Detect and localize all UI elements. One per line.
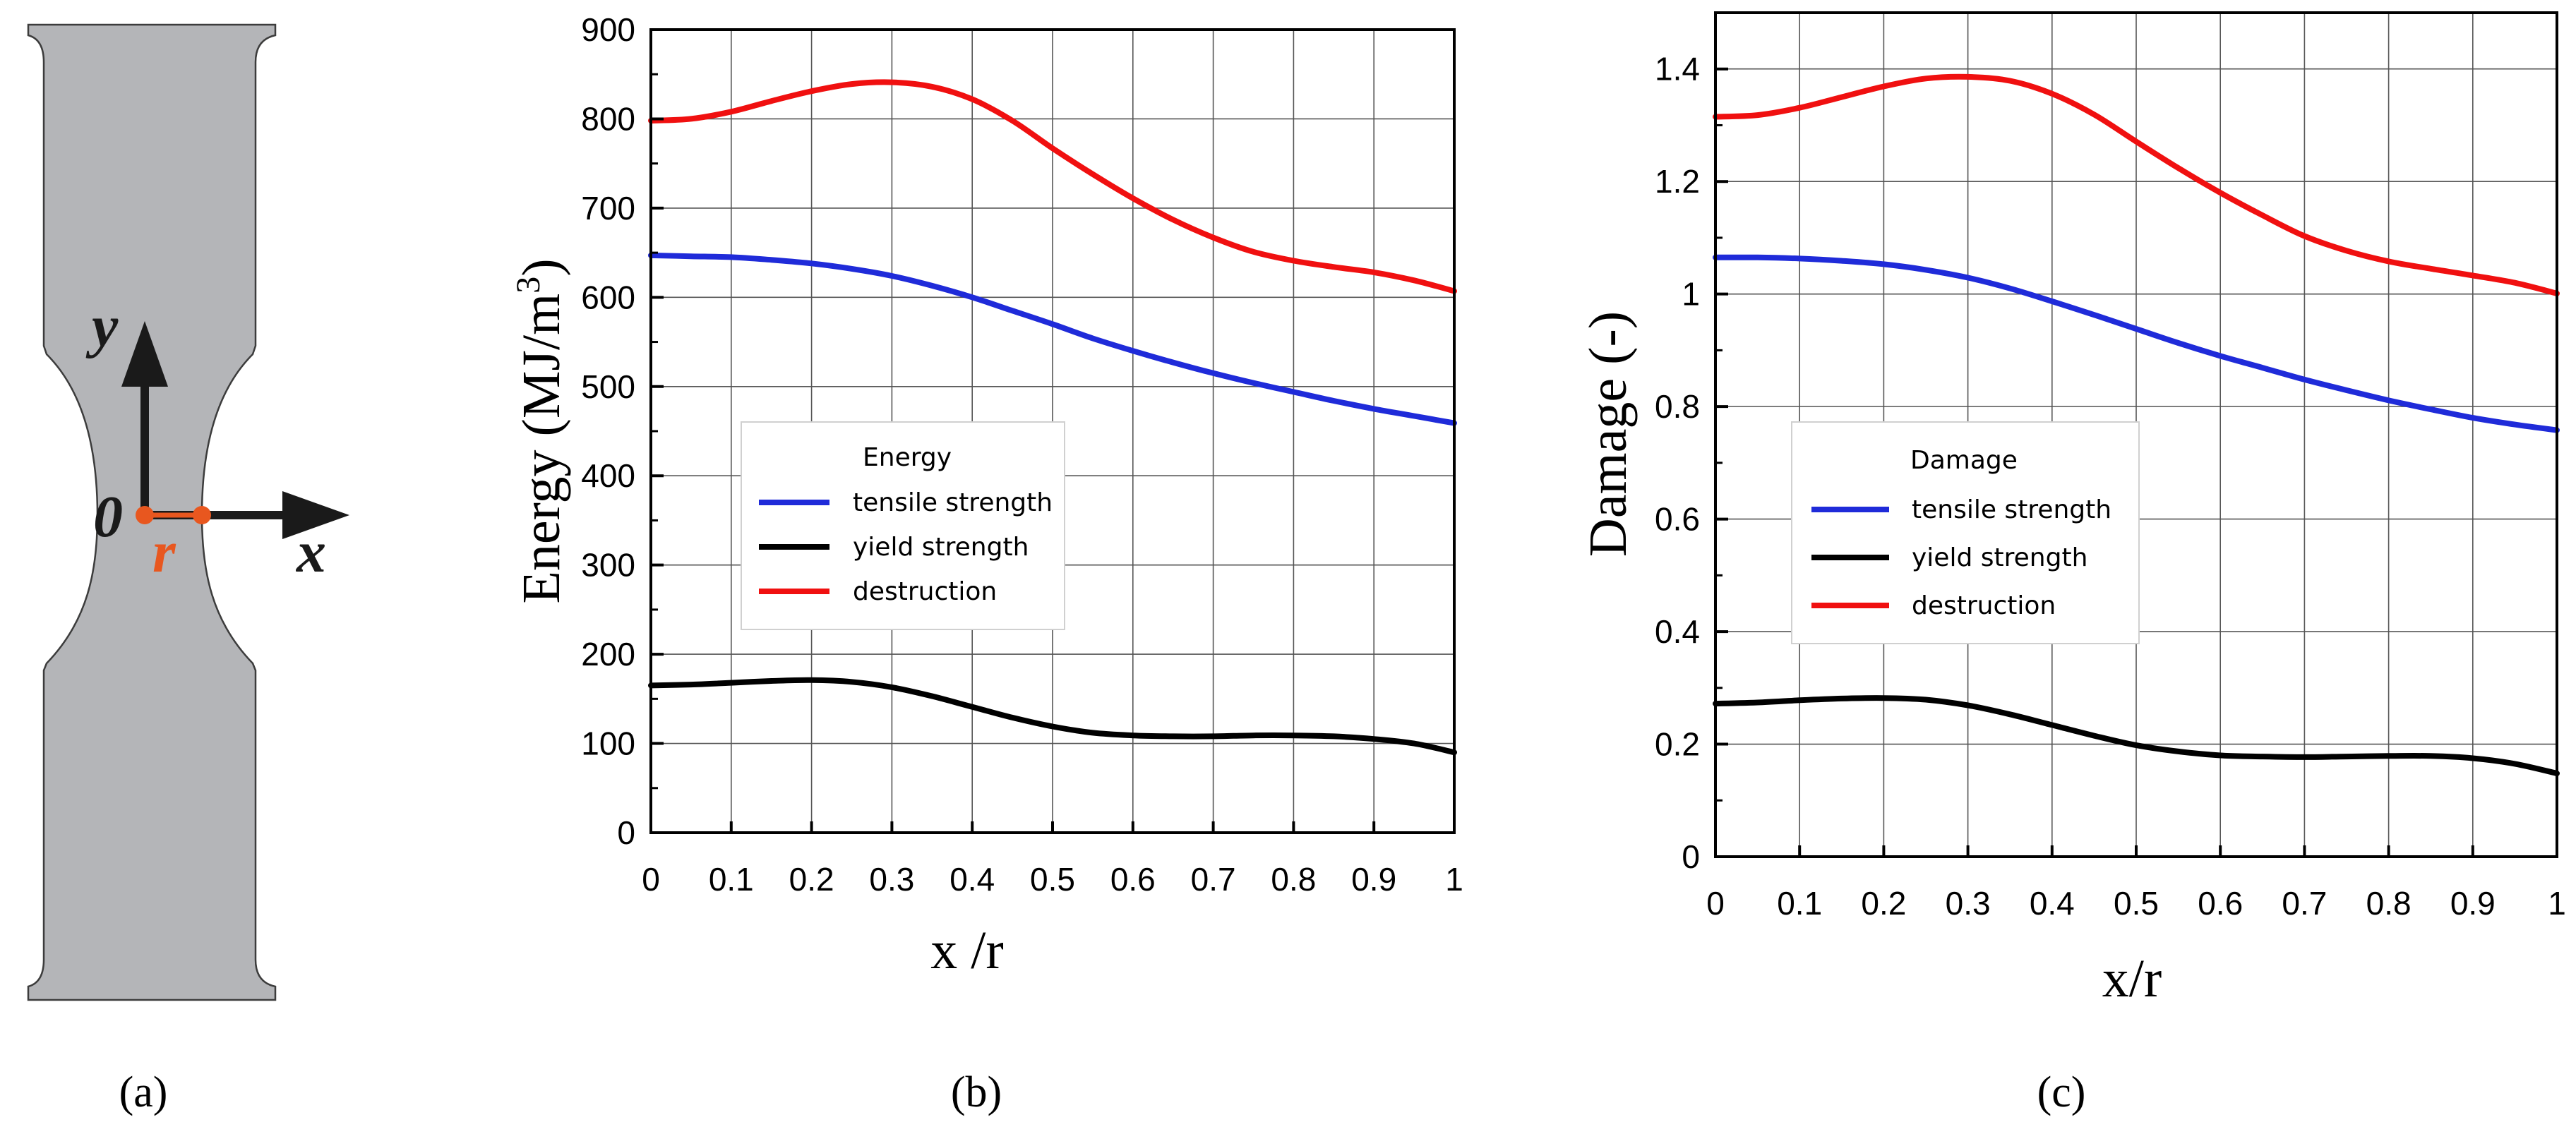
energy-y-tick-label: 600 <box>581 279 635 315</box>
damage-legend-label-tensile: tensile strength <box>1912 495 2111 524</box>
energy-x-tick-label: 0.1 <box>709 861 754 898</box>
energy-y-axis-title-end: ) <box>512 258 571 276</box>
energy-chart: 0 0.1 0.2 0.3 0.4 0.5 0.6 0.7 0.8 0.9 1 0 100 200 300… <box>510 11 1463 980</box>
damage-x-tick-label: 0.2 <box>1861 885 1906 922</box>
damage-x-tick-label: 0.6 <box>2198 885 2243 922</box>
energy-chart-series <box>648 79 1457 756</box>
panel-label-b: (b) <box>951 1068 1002 1116</box>
damage-y-tick-label: 1.4 <box>1655 51 1700 88</box>
damage-series-line-yield <box>1713 695 2560 776</box>
damage-legend: Damage tensile strength yield strength d… <box>1791 421 2140 644</box>
x-axis-arrow-head <box>282 491 349 539</box>
energy-x-tick-label: 0.3 <box>869 861 914 898</box>
damage-y-tick-label: 0.6 <box>1655 501 1700 538</box>
origin-label: 0 <box>93 484 123 550</box>
energy-y-axis-title-main: Energy (MJ/m <box>512 294 571 604</box>
energy-y-tick-label: 400 <box>581 457 635 494</box>
damage-y-tick-label: 0 <box>1682 838 1700 875</box>
damage-x-tick-label: 1 <box>2548 885 2566 922</box>
energy-x-tick-label: 0.2 <box>789 861 834 898</box>
energy-y-tick-labels: 0 100 200 300 400 500 600 700 800 900 <box>581 11 635 851</box>
energy-legend-title: Energy <box>863 443 952 472</box>
damage-y-axis-title: Damage (-) <box>1578 311 1638 557</box>
damage-x-tick-label: 0.8 <box>2366 885 2412 922</box>
panel-label-a: (a) <box>119 1068 168 1116</box>
damage-legend-label-destruction: destruction <box>1912 591 2056 620</box>
damage-y-tick-label: 0.2 <box>1655 726 1700 763</box>
damage-x-axis-title: x/r <box>2102 949 2162 1008</box>
damage-series-line-tensile <box>1713 254 2560 433</box>
energy-legend-label-tensile: tensile strength <box>853 488 1053 517</box>
energy-x-tick-label: 0 <box>642 861 660 898</box>
energy-chart-ticks <box>649 28 1456 834</box>
damage-legend-box <box>1791 421 2140 644</box>
energy-y-tick-label: 200 <box>581 636 635 672</box>
damage-x-tick-label: 0.9 <box>2450 885 2496 922</box>
energy-x-tick-label: 1 <box>1445 861 1463 898</box>
origin-point <box>136 506 154 524</box>
damage-chart: 0 0.1 0.2 0.3 0.4 0.5 0.6 0.7 0.8 0.9 1 0 0.2 0.4 0.6… <box>1578 11 2566 1008</box>
damage-legend-title: Damage <box>1910 446 2018 475</box>
damage-y-tick-label: 1 <box>1682 276 1700 313</box>
damage-x-tick-label: 0.4 <box>2030 885 2075 922</box>
energy-y-tick-label: 500 <box>581 368 635 405</box>
energy-legend-box <box>741 421 1065 630</box>
energy-y-tick-label: 800 <box>581 100 635 137</box>
energy-series-line-destruction <box>648 79 1457 294</box>
energy-x-tick-label: 0.4 <box>949 861 995 898</box>
damage-x-tick-label: 0.7 <box>2282 885 2327 922</box>
damage-y-tick-label: 0.8 <box>1655 388 1700 425</box>
energy-y-tick-label: 900 <box>581 11 635 48</box>
damage-x-tick-labels: 0 0.1 0.2 0.3 0.4 0.5 0.6 0.7 0.8 0.9 1 <box>1706 885 2566 922</box>
damage-x-tick-label: 0.1 <box>1777 885 1822 922</box>
energy-y-tick-label: 0 <box>617 814 635 851</box>
damage-y-axis-title-main: Damage (-) <box>1578 311 1638 557</box>
specimen-diagram: y x 0 r <box>27 23 349 1001</box>
energy-x-tick-label: 0.6 <box>1110 861 1156 898</box>
panel-label-c: (c) <box>2037 1068 2086 1116</box>
energy-y-axis-title-sup: 3 <box>510 277 547 294</box>
damage-x-tick-label: 0.5 <box>2114 885 2159 922</box>
energy-y-axis-title: Energy (MJ/m3) <box>510 258 571 603</box>
radius-label: r <box>152 519 176 585</box>
damage-chart-ticks <box>1714 67 2558 858</box>
damage-x-tick-label: 0.3 <box>1946 885 1991 922</box>
energy-x-tick-label: 0.7 <box>1191 861 1236 898</box>
damage-chart-grid <box>1715 13 2557 857</box>
energy-series-line-tensile <box>648 252 1457 426</box>
energy-x-tick-label: 0.5 <box>1030 861 1075 898</box>
damage-y-tick-labels: 0 0.2 0.4 0.6 0.8 1 1.2 1.4 <box>1655 51 1700 875</box>
energy-legend-label-yield: yield strength <box>853 533 1029 562</box>
energy-x-axis-title: x /r <box>930 921 1003 980</box>
energy-legend-label-destruction: destruction <box>853 577 997 606</box>
y-axis-arrow-head <box>121 321 168 387</box>
damage-legend-label-yield: yield strength <box>1912 543 2087 572</box>
energy-series-line-yield <box>648 677 1457 756</box>
energy-x-tick-label: 0.8 <box>1271 861 1316 898</box>
damage-y-tick-label: 1.2 <box>1655 163 1700 200</box>
energy-x-tick-labels: 0 0.1 0.2 0.3 0.4 0.5 0.6 0.7 0.8 0.9 1 <box>642 861 1463 898</box>
energy-y-tick-label: 700 <box>581 190 635 227</box>
damage-chart-series <box>1713 73 2560 776</box>
x-axis-label: x <box>295 519 326 585</box>
energy-x-tick-label: 0.9 <box>1351 861 1396 898</box>
damage-x-tick-label: 0 <box>1706 885 1725 922</box>
energy-legend: Energy tensile strength yield strength d… <box>741 421 1065 630</box>
damage-y-tick-label: 0.4 <box>1655 613 1700 650</box>
damage-series-line-destruction <box>1713 73 2560 296</box>
energy-y-tick-label: 100 <box>581 725 635 762</box>
energy-y-tick-label: 300 <box>581 547 635 584</box>
radius-end-point <box>193 506 211 524</box>
